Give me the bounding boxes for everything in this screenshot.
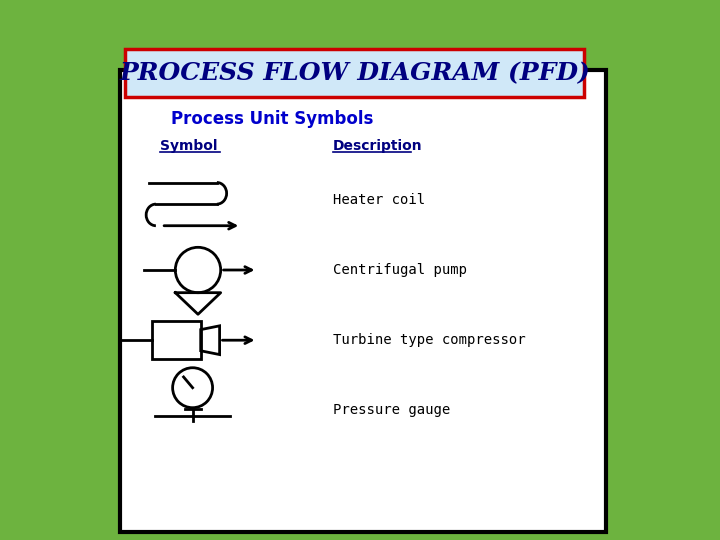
FancyBboxPatch shape — [120, 70, 606, 532]
Text: Centrifugal pump: Centrifugal pump — [333, 263, 467, 277]
Bar — [152, 321, 201, 359]
Text: Description: Description — [333, 139, 423, 153]
Text: Heater coil: Heater coil — [333, 193, 425, 207]
Text: Pressure gauge: Pressure gauge — [333, 403, 450, 417]
Text: Turbine type compressor: Turbine type compressor — [333, 333, 526, 347]
FancyBboxPatch shape — [125, 49, 584, 97]
Text: PROCESS FLOW DIAGRAM (PFD): PROCESS FLOW DIAGRAM (PFD) — [120, 61, 590, 85]
Text: Symbol: Symbol — [160, 139, 217, 153]
Text: Process Unit Symbols: Process Unit Symbols — [171, 110, 374, 128]
